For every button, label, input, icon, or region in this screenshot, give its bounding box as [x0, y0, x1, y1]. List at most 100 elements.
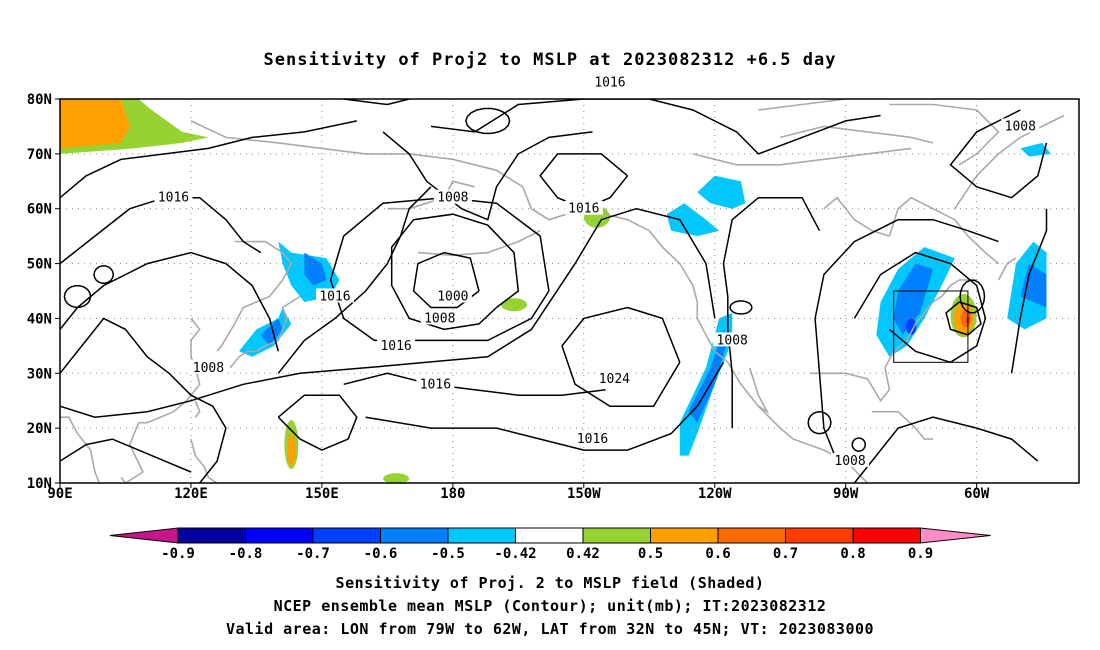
lon-label: 120W — [698, 486, 732, 502]
contour-16 — [60, 317, 227, 483]
contour-20 — [341, 99, 411, 106]
footer-line-3: Valid area: LON from 79W to 62W, LAT fro… — [225, 620, 875, 638]
contour-ring-6 — [63, 284, 92, 309]
blob-japan-n-inner — [304, 252, 327, 286]
contour-label: 1016 — [568, 202, 599, 217]
axis-labels: 10N 20N 30N 40N 50N 60N 70N 80N 90E 120E 150E 180 15… — [27, 92, 990, 502]
contour-24 — [343, 372, 606, 396]
contour-label: 1008 — [424, 311, 455, 326]
colorbar-tick-label: 0.8 — [840, 546, 865, 562]
contour-label: 1016 — [594, 76, 625, 91]
contour-5 — [329, 196, 550, 342]
contour-label-bg — [416, 376, 455, 391]
contour-label: 1008 — [1005, 119, 1036, 134]
contour-label-bg — [1001, 118, 1040, 133]
colorbar-tick-label: 0.6 — [705, 546, 730, 562]
contour-23 — [60, 251, 280, 352]
coastline-4 — [60, 416, 101, 483]
colorbar-swatch — [312, 527, 381, 544]
contour-ring-4 — [959, 279, 986, 314]
contour-label: 1008 — [834, 454, 865, 469]
contour-13 — [1010, 208, 1048, 374]
lat-label: 10N — [27, 476, 52, 492]
lon-label: 150E — [305, 486, 339, 502]
blob-ecoast-inner — [893, 263, 933, 335]
contour-label-bg — [433, 189, 472, 204]
colorbar-tick-label: -0.8 — [229, 546, 263, 562]
blob-japan-s-inner — [260, 318, 283, 346]
contour-6 — [561, 306, 681, 407]
contour-label: 1000 — [437, 289, 468, 304]
lat-label: 20N — [27, 421, 52, 437]
contour-21 — [277, 186, 432, 374]
footer-line-1: Sensitivity of Proj. 2 to MSLP field (Sh… — [335, 574, 765, 592]
coastline-14 — [823, 196, 890, 237]
contour-10 — [814, 218, 999, 462]
contour-9 — [722, 196, 821, 429]
contour-label-bg — [420, 310, 459, 325]
contour-15 — [949, 109, 1048, 199]
lat-label: 40N — [27, 311, 52, 327]
coastline-2 — [138, 317, 201, 424]
colorbar-swatch — [650, 527, 719, 544]
coastline-7 — [190, 438, 218, 483]
blob-pacific-green-bottom — [383, 473, 410, 483]
coastline-16 — [889, 103, 1000, 166]
colorbar-swatch — [447, 527, 516, 544]
colorbar-tick-label: 0.42 — [566, 546, 600, 562]
chart-title: Sensitivity of Proj2 to MSLP at 20230823… — [263, 50, 837, 70]
blob-canada-nw — [697, 175, 746, 209]
contour-11 — [853, 251, 987, 364]
contour-2 — [539, 153, 629, 210]
lon-label: 90W — [833, 486, 859, 502]
contour-label-bg — [564, 200, 603, 215]
colorbar-swatch — [245, 527, 314, 544]
contour-ring-5 — [851, 437, 867, 452]
coastline-1 — [216, 240, 293, 352]
footer-line-2: NCEP ensemble mean MSLP (Contour); unit(… — [273, 597, 827, 615]
lon-label: 90E — [47, 486, 72, 502]
contour-label: 1008 — [193, 361, 224, 376]
contour-22 — [277, 394, 358, 451]
blob-ecoast-core — [905, 318, 917, 335]
contour-label-bg — [595, 370, 634, 385]
lat-label: 30N — [27, 366, 52, 382]
colorbar-swatch — [717, 527, 786, 544]
contour-19 — [60, 120, 357, 199]
contour-labels: 1016 1008 1016 1008 1016 1016 1000 1008 1016 1008… — [154, 74, 1040, 469]
contour-8 — [365, 361, 725, 451]
colorbar-tick-label: -0.42 — [494, 546, 536, 562]
lon-label: 120E — [174, 486, 208, 502]
colorbar: -0.9 -0.8 -0.7 -0.6 -0.5 -0.42 0.42 0.5 0.6 0.7 0.… — [109, 527, 991, 562]
contour-ring-1 — [93, 265, 115, 284]
blob-nw-orange — [60, 99, 130, 149]
contour-label-bg — [573, 431, 612, 446]
colorbar-tick-label: -0.5 — [431, 546, 465, 562]
contour-label: 1024 — [599, 372, 630, 387]
coastline-9 — [504, 175, 869, 483]
colorbar-high-triangle — [920, 527, 991, 544]
blob-atlantic-inner — [1020, 263, 1047, 308]
contour-3 — [390, 213, 520, 331]
lat-label: 70N — [27, 147, 52, 163]
coastline-6 — [194, 400, 201, 418]
contour-17 — [60, 438, 192, 473]
blob-wcoast-inner — [688, 329, 728, 423]
lat-label: 80N — [27, 92, 52, 108]
contour-7 — [60, 207, 716, 418]
contour-4 — [412, 251, 480, 309]
contour-label: 1016 — [420, 377, 451, 392]
coastline-10 — [748, 367, 770, 414]
valid-area-box — [893, 290, 969, 363]
colorbar-swatch — [852, 527, 921, 544]
coastline-21 — [997, 257, 1017, 281]
contour-label: 1008 — [437, 191, 468, 206]
contour-0 — [430, 99, 881, 155]
contour-label: 1016 — [380, 339, 411, 354]
contour-label: 1016 — [158, 191, 189, 206]
coastline-13 — [888, 196, 1000, 265]
colorbar-tick-label: 0.9 — [908, 546, 933, 562]
contour-label: 1016 — [577, 432, 608, 447]
contour-label-bg — [377, 337, 416, 352]
colorbar-tick-label: 0.7 — [773, 546, 798, 562]
